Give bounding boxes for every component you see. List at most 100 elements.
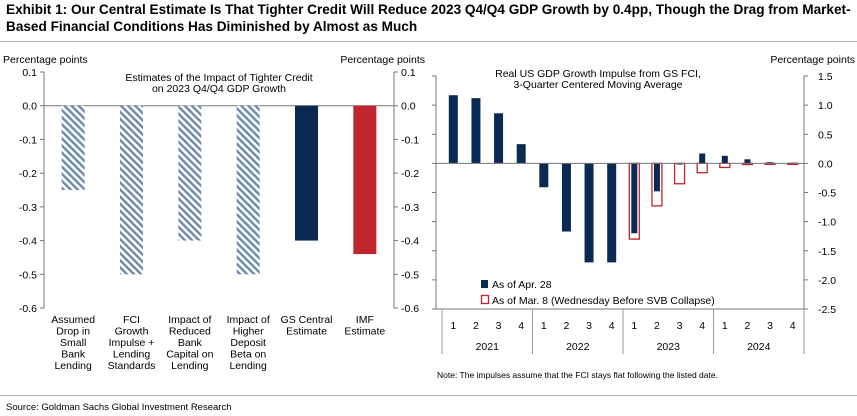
right-y-tick-label: -1.0 xyxy=(818,217,836,229)
right-quarter-label: 1 xyxy=(450,320,456,332)
left-category-label-line: Capital on xyxy=(166,349,213,361)
left-y-tick-label-right: -0.5 xyxy=(401,269,419,281)
right-bar-apr28 xyxy=(561,163,571,232)
left-bar xyxy=(295,105,318,241)
right-quarter-label: 2 xyxy=(564,320,570,332)
right-quarter-label: 3 xyxy=(586,320,592,332)
right-bar-apr28 xyxy=(494,113,504,164)
left-category-label-line: Bank xyxy=(61,349,86,361)
right-bar-apr28 xyxy=(653,163,660,192)
left-y-axis-label-right: Percentage points xyxy=(340,54,425,66)
legend-label-mar8: As of Mar. 8 (Wednesday Before SVB Colla… xyxy=(492,295,715,307)
right-bar-apr28 xyxy=(448,95,458,164)
left-category-label-line: Higher xyxy=(233,326,264,338)
right-quarter-label: 4 xyxy=(609,320,615,332)
right-chart-title-line: 3-Quarter Centered Moving Average xyxy=(513,79,682,91)
left-bar xyxy=(236,105,260,275)
exhibit-title: Exhibit 1: Our Central Estimate Is That … xyxy=(6,2,851,34)
right-bar-apr28 xyxy=(539,163,549,188)
left-y-tick-label-right: -0.6 xyxy=(401,303,419,315)
left-y-tick-label-right: -0.3 xyxy=(401,202,419,214)
left-category-label-line: Bank xyxy=(178,337,203,349)
right-bar-apr28 xyxy=(631,163,638,234)
right-chart-title-line: Real US GDP Growth Impulse from GS FCI, xyxy=(495,68,701,80)
right-y-tick-label: 0.5 xyxy=(818,129,833,141)
footer-rule xyxy=(0,395,857,396)
right-quarter-label: 4 xyxy=(518,320,524,332)
right-quarter-label: 4 xyxy=(699,320,705,332)
right-bar-apr28 xyxy=(516,144,526,164)
left-category-label-line: IMF xyxy=(356,314,374,326)
right-bar-mar8 xyxy=(719,162,731,169)
left-y-tick-label: -0.3 xyxy=(19,202,37,214)
left-chart-title-line: Estimates of the Impact of Tighter Credi… xyxy=(125,72,312,84)
left-y-tick-label-right: -0.1 xyxy=(401,134,419,146)
right-y-tick-label: -2.5 xyxy=(818,304,836,316)
left-category-label-line: Lending xyxy=(171,360,209,372)
right-year-label: 2022 xyxy=(566,341,590,353)
left-category-label-line: FCI xyxy=(123,314,140,326)
right-bar-apr28 xyxy=(767,162,774,164)
left-category-label-line: Impulse + xyxy=(109,337,155,349)
left-y-tick-label: -0.2 xyxy=(19,168,37,180)
right-bar-mar8 xyxy=(696,162,708,174)
right-bar-apr28 xyxy=(721,155,728,164)
title-rule xyxy=(0,41,857,42)
left-y-tick-label-right: -0.2 xyxy=(401,168,419,180)
left-category-label-line: Estimate xyxy=(286,326,327,338)
credit-impact-chart-svg: Percentage points Percentage points Estima… xyxy=(3,54,425,372)
right-y-tick-label: -0.5 xyxy=(818,188,836,200)
left-y-tick-label-right: -0.4 xyxy=(401,236,419,248)
left-category-label-line: Growth xyxy=(115,326,149,338)
legend-label-apr28: As of Apr. 28 xyxy=(492,279,552,291)
credit-impact-chart: Percentage points Percentage points Estima… xyxy=(0,50,430,390)
left-category-label-line: Lending xyxy=(229,360,267,372)
right-y-tick-label: 1.5 xyxy=(818,71,833,83)
left-y-tick-label: -0.4 xyxy=(19,236,37,248)
right-bar-apr28 xyxy=(699,153,706,164)
right-year-label: 2021 xyxy=(476,341,500,353)
right-quarter-label: 3 xyxy=(677,320,683,332)
right-y-axis-label: Percentage points xyxy=(770,54,855,66)
right-quarter-label: 4 xyxy=(790,320,796,332)
left-y-tick-label-right: 0.1 xyxy=(401,67,416,79)
left-chart-title-line: on 2023 Q4/Q4 GDP Growth xyxy=(152,83,286,95)
right-y-tick-label: -1.5 xyxy=(818,246,836,258)
gdp-impulse-chart: Percentage points Real US GDP Growth Impu… xyxy=(432,50,857,390)
left-bar xyxy=(61,105,85,190)
right-year-label: 2024 xyxy=(747,341,771,353)
legend-swatch-apr28 xyxy=(481,280,488,288)
left-category-label-line: Estimate xyxy=(344,326,385,338)
left-y-tick-label: 0.0 xyxy=(22,101,37,113)
right-bar-apr28 xyxy=(744,159,751,164)
left-category-label-line: Small xyxy=(60,337,86,349)
right-bar-apr28 xyxy=(676,163,683,165)
left-category-label-line: Drop in xyxy=(56,326,90,338)
left-bar xyxy=(178,105,202,241)
right-quarter-label: 2 xyxy=(473,320,479,332)
right-bar-apr28 xyxy=(584,163,594,263)
right-quarter-label: 1 xyxy=(541,320,547,332)
left-y-axis-label: Percentage points xyxy=(3,54,88,66)
gdp-impulse-chart-svg: Percentage points Real US GDP Growth Impu… xyxy=(432,54,855,354)
right-y-tick-label: 0.0 xyxy=(818,158,833,170)
left-category-label-line: Deposit xyxy=(230,337,266,349)
left-y-tick-label: -0.6 xyxy=(19,303,37,315)
chart-note: Note: The impulses assume that the FCI s… xyxy=(437,370,718,380)
right-bar-mar8 xyxy=(673,162,686,185)
left-category-label-line: Assumed xyxy=(51,314,95,326)
left-y-tick-label: 0.1 xyxy=(22,67,37,79)
source-line: Source: Goldman Sachs Global Investment … xyxy=(6,402,232,413)
right-quarter-label: 3 xyxy=(767,320,773,332)
left-category-label-line: Impact of xyxy=(168,314,211,326)
left-category-label-line: Lending xyxy=(54,360,92,372)
right-quarter-label: 1 xyxy=(631,320,637,332)
legend-swatch-mar8 xyxy=(480,294,490,305)
right-y-tick-label: 1.0 xyxy=(818,100,833,112)
left-category-label-line: Beta on xyxy=(230,349,266,361)
left-bar xyxy=(353,105,377,255)
left-category-label-line: Standards xyxy=(108,360,156,372)
left-category-label-line: Reduced xyxy=(169,326,211,338)
right-quarter-label: 2 xyxy=(654,320,660,332)
right-quarter-label: 3 xyxy=(496,320,502,332)
